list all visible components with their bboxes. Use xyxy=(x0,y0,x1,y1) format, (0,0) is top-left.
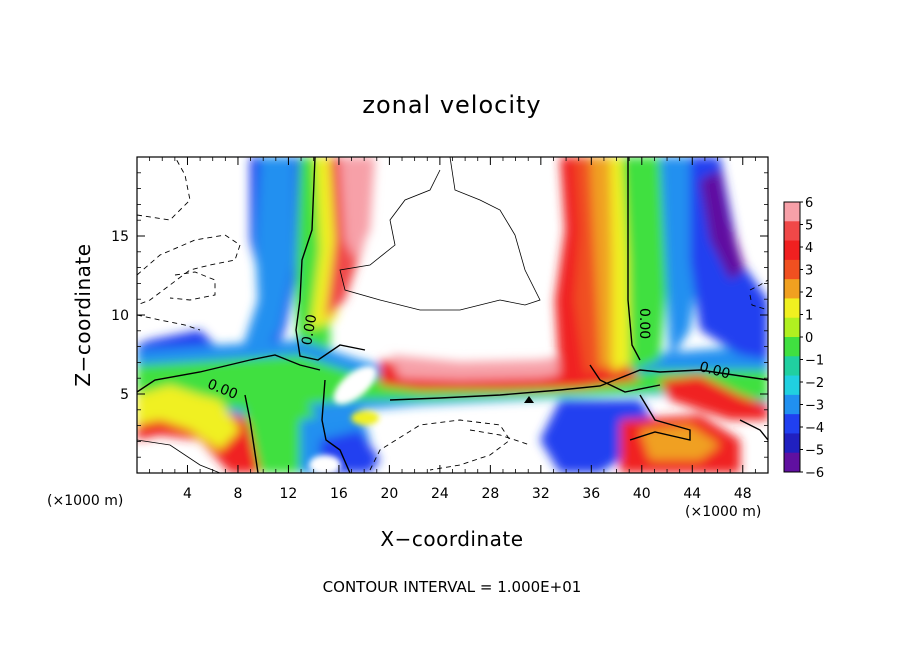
y-axis: 5 10 15 xyxy=(111,172,768,458)
colorbar-segment xyxy=(784,433,800,454)
x-tick-label: 40 xyxy=(633,486,651,502)
colorbar-segment xyxy=(784,279,800,299)
y-tick-label: 15 xyxy=(111,229,129,245)
x-axis: 4 8 12 16 20 24 28 32 36 40 44 48 xyxy=(149,157,756,502)
chart-title: zonal velocity xyxy=(362,91,541,119)
x-unit-left: (×1000 m) xyxy=(47,493,123,509)
y-tick-label: 5 xyxy=(120,387,129,403)
x-tick-label: 24 xyxy=(431,486,449,502)
x-axis-label: X−coordinate xyxy=(380,527,523,551)
colorbar-tick-label: −3 xyxy=(805,399,824,414)
contour-label-3: 0.00 xyxy=(636,308,652,339)
x-tick-label: 16 xyxy=(330,486,348,502)
colorbar-tick-label: −1 xyxy=(805,354,824,369)
colorbar-tick-label: −4 xyxy=(805,421,824,436)
colorbar-tick-label: 2 xyxy=(805,286,813,301)
colorbar-tick-label: 5 xyxy=(805,219,813,234)
x-tick-label: 44 xyxy=(683,486,701,502)
x-tick-label: 20 xyxy=(380,486,398,502)
x-tick-label: 28 xyxy=(481,486,499,502)
x-tick-label: 32 xyxy=(532,486,550,502)
contour-label-4: 0.00 xyxy=(698,359,732,383)
colorbar-segment xyxy=(784,375,800,396)
colorbar-segment xyxy=(784,240,800,261)
contour-label-2: 0.00 xyxy=(299,313,320,346)
contour-interval-note: CONTOUR INTERVAL = 1.000E+01 xyxy=(323,578,582,596)
colorbar-segment xyxy=(784,298,800,319)
colorbar-segment xyxy=(784,221,800,242)
colorbar-segment xyxy=(784,259,800,280)
colorbar-tick-label: −6 xyxy=(805,466,824,481)
contour-field: 0.00 0.00 0.00 0.00 xyxy=(137,157,768,473)
y-axis-label: Z−coordinate xyxy=(71,243,95,386)
colorbar-segment xyxy=(784,394,800,415)
colorbar-segment xyxy=(784,317,800,338)
x-tick-label: 8 xyxy=(233,486,242,502)
colorbar-segment xyxy=(784,202,800,222)
x-tick-label: 36 xyxy=(582,486,600,502)
colorbar-segment xyxy=(784,452,800,473)
x-unit-right: (×1000 m) xyxy=(685,504,761,520)
colorbar-tick-label: 3 xyxy=(805,264,813,279)
colorbar-segment xyxy=(784,337,800,357)
y-tick-label: 10 xyxy=(111,308,129,324)
x-tick-label: 12 xyxy=(280,486,298,502)
colorbar-tick-label: 6 xyxy=(805,196,813,211)
colorbar-segment xyxy=(784,356,800,377)
colorbar: 6 5 4 3 2 1 0 −1 −2 −3 −4 −5 −6 xyxy=(783,196,824,481)
colorbar-tick-label: −2 xyxy=(805,376,824,391)
colorbar-tick-label: 4 xyxy=(805,241,813,256)
colorbar-tick-label: 1 xyxy=(805,309,813,324)
x-tick-label: 48 xyxy=(734,486,752,502)
colorbar-tick-label: −5 xyxy=(805,444,824,459)
colorbar-tick-label: 0 xyxy=(805,331,813,346)
colorbar-segment xyxy=(784,414,800,434)
x-tick-label: 4 xyxy=(183,486,192,502)
